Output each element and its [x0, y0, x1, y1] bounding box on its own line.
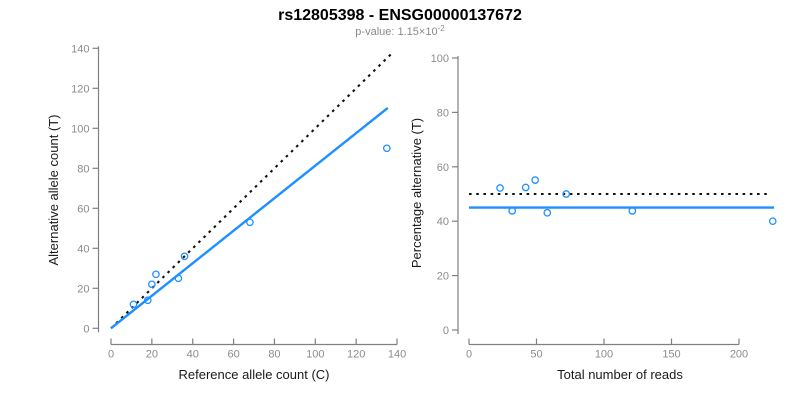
x-tick-label: 100: [306, 349, 324, 361]
y-tick-label: 0: [443, 325, 449, 337]
y-axis-label-right: Percentage alternative (T): [409, 118, 424, 268]
data-point: [628, 207, 637, 215]
chart-title: rs12805398 - ENSG00000137672: [278, 7, 522, 24]
panel-allele-counts: 0 20 40 60 80 100 120 140 0 20 40 60 80 100 120 140: [71, 43, 406, 360]
chart-subtitle: p-value: 1.15×10-2: [355, 24, 445, 38]
x-tick-label: 50: [530, 349, 542, 361]
data-point: [129, 300, 138, 309]
x-tick-label: 20: [146, 349, 158, 361]
x-axis-label-right: Total number of reads: [557, 367, 683, 382]
data-point: [382, 144, 391, 153]
data-point: [508, 207, 517, 215]
y-tick-label: 20: [437, 271, 449, 283]
y-tick-label: 60: [437, 162, 449, 174]
data-point: [246, 218, 254, 227]
data-point: [152, 270, 160, 279]
x-tick-label: 0: [466, 349, 472, 361]
data-point: [521, 183, 530, 192]
data-point: [143, 296, 152, 305]
data-point: [562, 190, 571, 198]
x-tick-label: 40: [187, 349, 199, 361]
pvalue-exponent: -2: [438, 24, 446, 33]
y-tick-label: 80: [437, 107, 449, 119]
y-tick-label: 0: [83, 323, 89, 335]
data-point: [174, 274, 183, 283]
data-point: [768, 217, 777, 226]
y-tick-label: 20: [77, 283, 89, 295]
data-point: [180, 252, 189, 261]
x-tick-label: 150: [662, 349, 680, 361]
y-tick-label: 100: [431, 53, 449, 65]
x-tick-label: 100: [595, 349, 613, 361]
x-tick-label: 120: [347, 349, 365, 361]
y-tick-label: 80: [77, 163, 89, 175]
data-point: [531, 176, 540, 184]
y-tick-label: 40: [77, 243, 89, 255]
x-tick-label: 60: [227, 349, 239, 361]
y-tick-label: 140: [71, 43, 89, 55]
y-tick-label: 120: [71, 83, 89, 95]
fit-line: [110, 106, 389, 330]
data-point: [148, 280, 156, 289]
x-axis-label-left: Reference allele count (C): [178, 367, 329, 382]
y-axis-label-left: Alternative allele count (T): [46, 114, 61, 265]
panel-percentage-reads: 0 50 100 150 200 0 20 40 60 80 100: [431, 53, 777, 361]
x-tick-label: 80: [268, 349, 280, 361]
y-tick-label: 100: [71, 123, 89, 135]
x-tick-label: 0: [108, 349, 114, 361]
x-tick-label: 200: [730, 349, 748, 361]
x-tick-label: 140: [388, 349, 406, 361]
y-tick-label: 40: [437, 216, 449, 228]
data-point: [543, 208, 552, 217]
y-tick-label: 60: [77, 203, 89, 215]
pvalue-text: p-value: 1.15×10: [355, 26, 437, 38]
identity-line: [110, 53, 392, 330]
data-point: [496, 184, 504, 192]
